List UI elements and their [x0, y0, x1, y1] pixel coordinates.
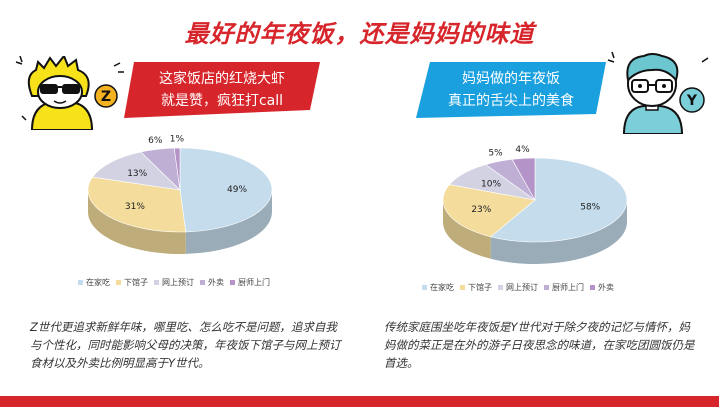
- chart0-slice-4: [173, 147, 181, 191]
- chart0-label-2: 13%: [127, 169, 147, 179]
- chart0-label-4: 1%: [170, 135, 185, 145]
- legend-swatch: [590, 285, 595, 290]
- legend-swatch: [422, 285, 427, 290]
- right-description: 传统家庭围坐吃年夜饭是Y世代对于除夕夜的记忆与情怀，妈妈做的菜正是在外的游子日夜…: [384, 320, 695, 370]
- chart0-legend-item-0: 在家吃: [78, 277, 110, 288]
- legend-label: 在家吃: [86, 278, 110, 287]
- chart1-legend-item-4: 外卖: [590, 282, 614, 293]
- y-badge-letter: Y: [686, 93, 698, 109]
- right-speech-banner: 妈妈做的年夜饭 真正的舌尖上的美食: [416, 62, 606, 118]
- legend-label: 厨师上门: [552, 283, 584, 292]
- chart1-legend-item-0: 在家吃: [422, 282, 454, 293]
- chart1-slice-side-1: [443, 200, 491, 259]
- chart0-slice-side-0: [185, 190, 272, 254]
- chart0-label-3: 6%: [148, 136, 163, 146]
- chart1-legend-item-3: 厨师上门: [544, 282, 584, 293]
- legend-label: 厨师上门: [238, 278, 270, 287]
- legend-label: 在家吃: [430, 283, 454, 292]
- legend-label: 外卖: [598, 283, 614, 292]
- chart0-slice-side-1: [88, 190, 186, 254]
- chart0-legend-item-3: 外卖: [200, 277, 224, 288]
- legend-swatch: [78, 280, 83, 285]
- left-banner-shape: [124, 62, 320, 118]
- chart1-slice-4: [511, 157, 536, 202]
- chart1-label-0: 58%: [580, 202, 600, 212]
- legend-swatch: [544, 285, 549, 290]
- legend-swatch: [230, 280, 235, 285]
- left-banner-line-1: 这家饭店的红烧大虾: [159, 71, 285, 87]
- chart1-slice-0: [490, 157, 628, 243]
- legend-swatch: [116, 280, 121, 285]
- chart1-label-2: 10%: [481, 179, 501, 189]
- left-description: Z世代更追求新鲜年味，哪里吃、怎么吃不是问题，追求自我与个性化，同时能影响父母的…: [30, 320, 341, 370]
- left-chart-legend: 在家吃 下馆子 网上预订 外卖 厨师上门: [78, 277, 276, 288]
- legend-swatch: [498, 285, 503, 290]
- chart0-slice-1: [87, 176, 187, 233]
- chart0-legend-item-2: 网上预订: [154, 277, 194, 288]
- legend-label: 下馆子: [124, 278, 148, 287]
- chart0-legend-item-4: 厨师上门: [230, 277, 270, 288]
- chart1-slice-1: [442, 184, 536, 238]
- z-badge-letter: Z: [101, 89, 111, 105]
- legend-label: 网上预订: [506, 283, 538, 292]
- right-banner-shape: [416, 62, 606, 118]
- chart0-slice-0: [179, 147, 273, 233]
- chart1-label-3: 5%: [488, 148, 503, 158]
- legend-swatch: [154, 280, 159, 285]
- chart1-label-1: 23%: [471, 205, 491, 215]
- left-pie-chart: 49% 31% 13% 6% 1%: [87, 135, 273, 254]
- chart0-slice-2: [91, 151, 181, 191]
- legend-label: 网上预订: [162, 278, 194, 287]
- chart1-slice-side-0: [490, 200, 627, 264]
- chart1-legend-item-2: 网上预订: [498, 282, 538, 293]
- z-generation-avatar: Z: [15, 56, 124, 130]
- right-chart-legend: 在家吃 下馆子 网上预订 厨师上门 外卖: [422, 282, 620, 293]
- footer-bar: [0, 396, 719, 407]
- legend-label: 外卖: [208, 278, 224, 287]
- right-pie-chart: 58% 23% 10% 5% 4%: [442, 145, 628, 264]
- chart1-label-4: 4%: [515, 145, 530, 155]
- z-badge-icon: [94, 84, 118, 108]
- chart0-label-0: 49%: [227, 185, 247, 195]
- left-speech-banner: 这家饭店的红烧大虾 就是赞，疯狂打call: [124, 62, 320, 118]
- legend-swatch: [200, 280, 205, 285]
- left-banner-line-2: 就是赞，疯狂打call: [160, 93, 284, 109]
- chart1-legend-item-1: 下馆子: [460, 282, 492, 293]
- chart0-legend-item-1: 下馆子: [116, 277, 148, 288]
- right-banner-line-1: 妈妈做的年夜饭: [462, 71, 560, 87]
- y-generation-avatar: Y: [607, 51, 709, 134]
- page-title: 最好的年夜饭，还是妈妈的味道: [184, 20, 535, 48]
- right-banner-line-2: 真正的舌尖上的美食: [448, 93, 574, 109]
- legend-label: 下馆子: [468, 283, 492, 292]
- legend-swatch: [460, 285, 465, 290]
- y-badge-icon: [679, 87, 705, 113]
- chart0-label-1: 31%: [125, 202, 145, 212]
